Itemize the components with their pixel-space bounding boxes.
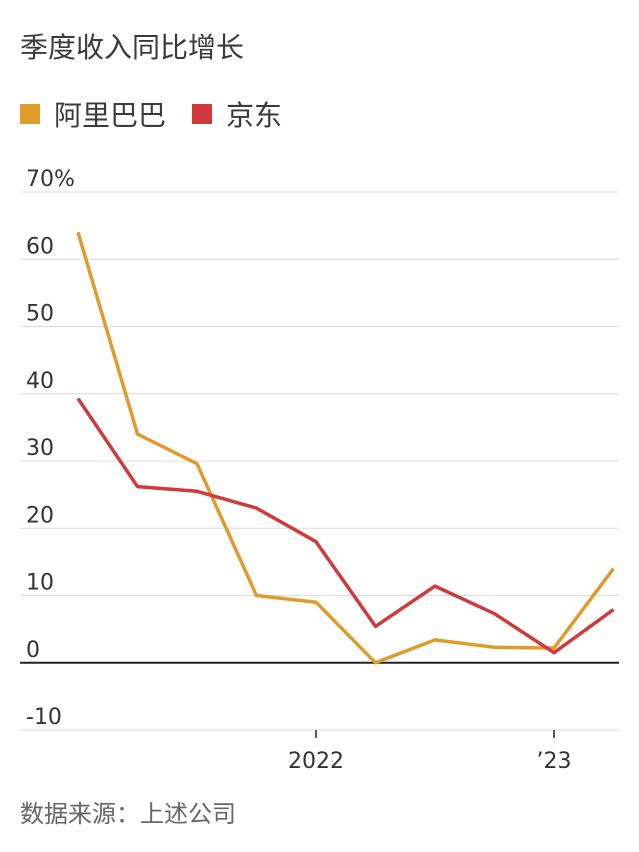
y-tick-label: 40 [26,369,54,394]
series-line-alibaba [76,231,615,665]
legend-label-alibaba: 阿里巴巴 [54,99,167,132]
legend-swatch-jd [192,104,213,124]
legend-swatch-alibaba [20,104,40,124]
y-tick-label: 10 [26,571,54,596]
source-note: 数据来源：上述公司 [20,800,236,828]
legend: 阿里巴巴 京东 [20,94,308,134]
legend-item-alibaba: 阿里巴巴 [20,94,166,134]
y-tick-label: 60 [26,234,54,259]
y-tick-label: 30 [26,436,54,461]
y-tick-label: -10 [26,705,62,730]
series-line-jd [76,397,615,655]
y-tick-label: 20 [26,503,54,528]
x-tick-label: ’23 [537,749,572,774]
legend-item-jd: 京东 [192,94,282,134]
y-tick-label: 50 [26,302,54,327]
y-tick-label: 70% [26,167,75,192]
x-tick-label: 2022 [288,749,344,774]
y-tick-label: 0 [26,638,40,663]
chart-title: 季度收入同比增长 [20,31,245,64]
legend-label-jd: 京东 [226,99,283,132]
